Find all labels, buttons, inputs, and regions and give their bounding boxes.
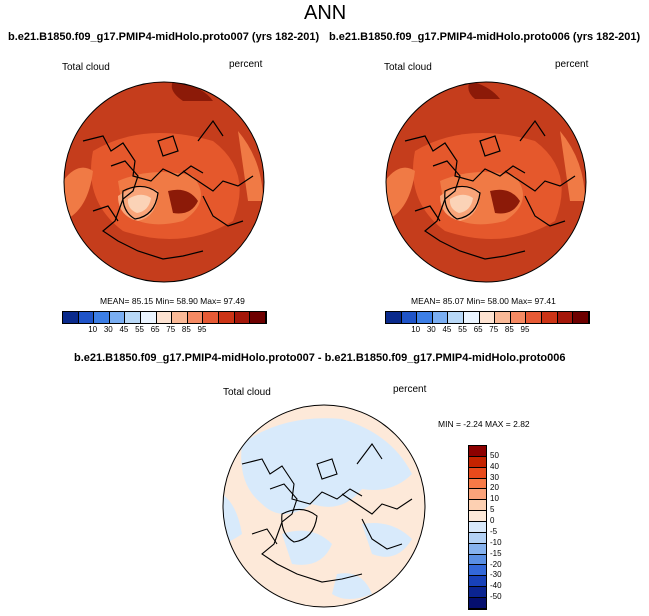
- colorbar-swatch: [141, 312, 157, 323]
- colorbar-left: [62, 311, 267, 324]
- colorbar-right: [385, 311, 590, 324]
- colorbar-swatch: [187, 312, 204, 323]
- colorbar-right-labels: 10 30 45 55 65 75 85 95: [385, 325, 588, 335]
- colorbar-tick-label: 40: [490, 461, 499, 471]
- colorbar-swatch: [557, 312, 574, 323]
- colorbar-swatch: [417, 312, 433, 323]
- colorbar-tick-label: -50: [490, 592, 502, 602]
- panel-right-stats: MEAN= 85.07 Min= 58.00 Max= 97.41: [411, 296, 556, 306]
- colorbar-tick-label: -10: [490, 537, 502, 547]
- colorbar-tick-label: -40: [490, 581, 502, 591]
- colorbar-swatch: [125, 312, 142, 323]
- colorbar-diff: [468, 445, 487, 610]
- colorbar-swatch: [573, 312, 589, 323]
- map-right-polar-total-cloud: [385, 81, 587, 283]
- diff-panel-stats: MIN = -2.24 MAX = 2.82: [438, 419, 530, 429]
- diff-panel-title: b.e21.B1850.f09_g17.PMIP4-midHolo.proto0…: [74, 352, 566, 364]
- colorbar-swatch: [469, 489, 486, 501]
- diff-panel-units: percent: [393, 384, 427, 395]
- map-left-polar-total-cloud: [63, 81, 265, 283]
- panel-right-units: percent: [555, 59, 589, 70]
- colorbar-swatch: [448, 312, 465, 323]
- colorbar-swatch: [78, 312, 95, 323]
- colorbar-diff-labels: 50 40 30 20 10 5 0 -5 -10 -15 -20 -30 -40 -50: [490, 445, 530, 608]
- colorbar-tick-label: 45: [442, 325, 452, 334]
- colorbar-swatch: [469, 543, 486, 555]
- colorbar-swatch: [250, 312, 266, 323]
- colorbar-swatch: [469, 478, 486, 490]
- colorbar-tick-label: 75: [166, 325, 176, 334]
- colorbar-swatch: [469, 456, 486, 468]
- panel-left-units: percent: [229, 59, 263, 70]
- colorbar-swatch: [469, 598, 486, 609]
- colorbar-swatch: [203, 312, 220, 323]
- colorbar-swatch: [495, 312, 511, 323]
- colorbar-tick-label: 45: [119, 325, 129, 334]
- colorbar-left-labels: 10 30 45 55 65 75 85 95: [62, 325, 265, 335]
- colorbar-swatch: [464, 312, 480, 323]
- colorbar-tick-label: 95: [197, 325, 207, 334]
- colorbar-swatch: [469, 554, 486, 566]
- colorbar-tick-label: 50: [490, 450, 499, 460]
- colorbar-tick-label: 10: [411, 325, 421, 334]
- colorbar-swatch: [94, 312, 110, 323]
- colorbar-tick-label: -5: [490, 526, 498, 536]
- colorbar-swatch: [510, 312, 527, 323]
- colorbar-swatch: [469, 587, 486, 599]
- colorbar-swatch: [542, 312, 558, 323]
- colorbar-swatch: [479, 312, 496, 323]
- colorbar-tick-label: 85: [181, 325, 191, 334]
- colorbar-swatch: [109, 312, 126, 323]
- colorbar-swatch: [63, 312, 79, 323]
- colorbar-tick-label: 30: [426, 325, 436, 334]
- colorbar-swatch: [469, 522, 486, 533]
- colorbar-swatch: [432, 312, 449, 323]
- colorbar-tick-label: -20: [490, 559, 502, 569]
- colorbar-tick-label: 75: [489, 325, 499, 334]
- panel-right-variable: Total cloud: [384, 62, 432, 73]
- colorbar-swatch: [219, 312, 235, 323]
- colorbar-tick-label: 95: [520, 325, 530, 334]
- colorbar-swatch: [469, 500, 486, 512]
- map-diff-polar-total-cloud: [222, 404, 426, 608]
- page-title: ANN: [304, 2, 347, 24]
- colorbar-swatch: [469, 511, 486, 523]
- colorbar-tick-label: 65: [473, 325, 483, 334]
- colorbar-swatch: [386, 312, 402, 323]
- colorbar-swatch: [526, 312, 543, 323]
- colorbar-swatch: [469, 532, 486, 544]
- colorbar-tick-label: 65: [150, 325, 160, 334]
- colorbar-swatch: [234, 312, 251, 323]
- diff-panel-variable: Total cloud: [223, 387, 271, 398]
- colorbar-tick-label: 0: [490, 516, 495, 526]
- colorbar-swatch: [156, 312, 173, 323]
- colorbar-tick-label: 10: [88, 325, 98, 334]
- colorbar-swatch: [469, 467, 486, 479]
- colorbar-swatch: [401, 312, 418, 323]
- colorbar-tick-label: 85: [504, 325, 514, 334]
- panel-left-variable: Total cloud: [62, 62, 110, 73]
- colorbar-swatch: [469, 565, 486, 577]
- panel-right-case-title: b.e21.B1850.f09_g17.PMIP4-midHolo.proto0…: [329, 31, 641, 43]
- panel-left-stats: MEAN= 85.15 Min= 58.90 Max= 97.49: [100, 296, 245, 306]
- colorbar-tick-label: -15: [490, 548, 502, 558]
- colorbar-swatch: [469, 576, 486, 588]
- colorbar-tick-label: 55: [135, 325, 144, 334]
- colorbar-tick-label: 20: [490, 483, 499, 493]
- colorbar-tick-label: 30: [103, 325, 113, 334]
- panel-left-case-title: b.e21.B1850.f09_g17.PMIP4-midHolo.proto0…: [8, 31, 320, 43]
- colorbar-tick-label: 5: [490, 505, 495, 515]
- colorbar-tick-label: 30: [490, 472, 499, 482]
- colorbar-swatch: [469, 446, 486, 457]
- colorbar-swatch: [172, 312, 188, 323]
- colorbar-tick-label: 55: [458, 325, 467, 334]
- colorbar-tick-label: 10: [490, 494, 499, 504]
- colorbar-tick-label: -30: [490, 570, 502, 580]
